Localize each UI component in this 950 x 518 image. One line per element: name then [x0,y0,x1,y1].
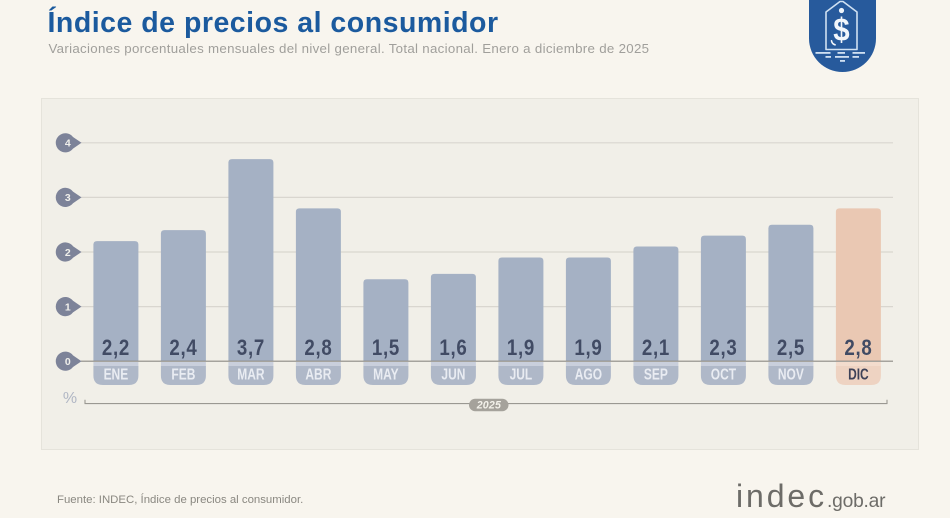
svg-text:1,9: 1,9 [574,337,602,361]
svg-text:1,5: 1,5 [372,337,400,361]
svg-text:NOV: NOV [778,365,804,383]
svg-text:2: 2 [65,247,71,259]
svg-text:MAR: MAR [237,365,264,383]
svg-text:JUN: JUN [441,365,465,383]
svg-text:4: 4 [65,138,71,150]
svg-text:1,6: 1,6 [439,337,467,361]
svg-text:1,9: 1,9 [507,337,535,361]
svg-text:SEP: SEP [644,365,668,383]
svg-text:DIC: DIC [848,365,869,383]
svg-text:2,4: 2,4 [169,337,197,361]
svg-text:2,1: 2,1 [642,337,670,361]
svg-text:JUL: JUL [510,365,533,383]
svg-text:OCT: OCT [711,365,737,383]
svg-text:$: $ [833,11,849,47]
svg-text:2,8: 2,8 [304,337,332,361]
svg-text:2,5: 2,5 [777,337,805,361]
svg-text:2,3: 2,3 [709,337,737,361]
svg-text:ENE: ENE [104,365,129,383]
svg-text:ABR: ABR [305,365,331,383]
svg-text:0: 0 [65,356,71,368]
svg-text:AGO: AGO [575,365,602,383]
svg-text:1: 1 [65,301,71,313]
svg-text:2025: 2025 [476,399,502,411]
svg-text:3,7: 3,7 [237,337,265,361]
svg-text:2,2: 2,2 [102,337,130,361]
svg-text:2,8: 2,8 [844,337,872,361]
svg-text:MAY: MAY [373,365,399,383]
svg-text:FEB: FEB [171,365,195,383]
svg-text:3: 3 [65,192,71,204]
svg-text:%: % [63,390,77,407]
